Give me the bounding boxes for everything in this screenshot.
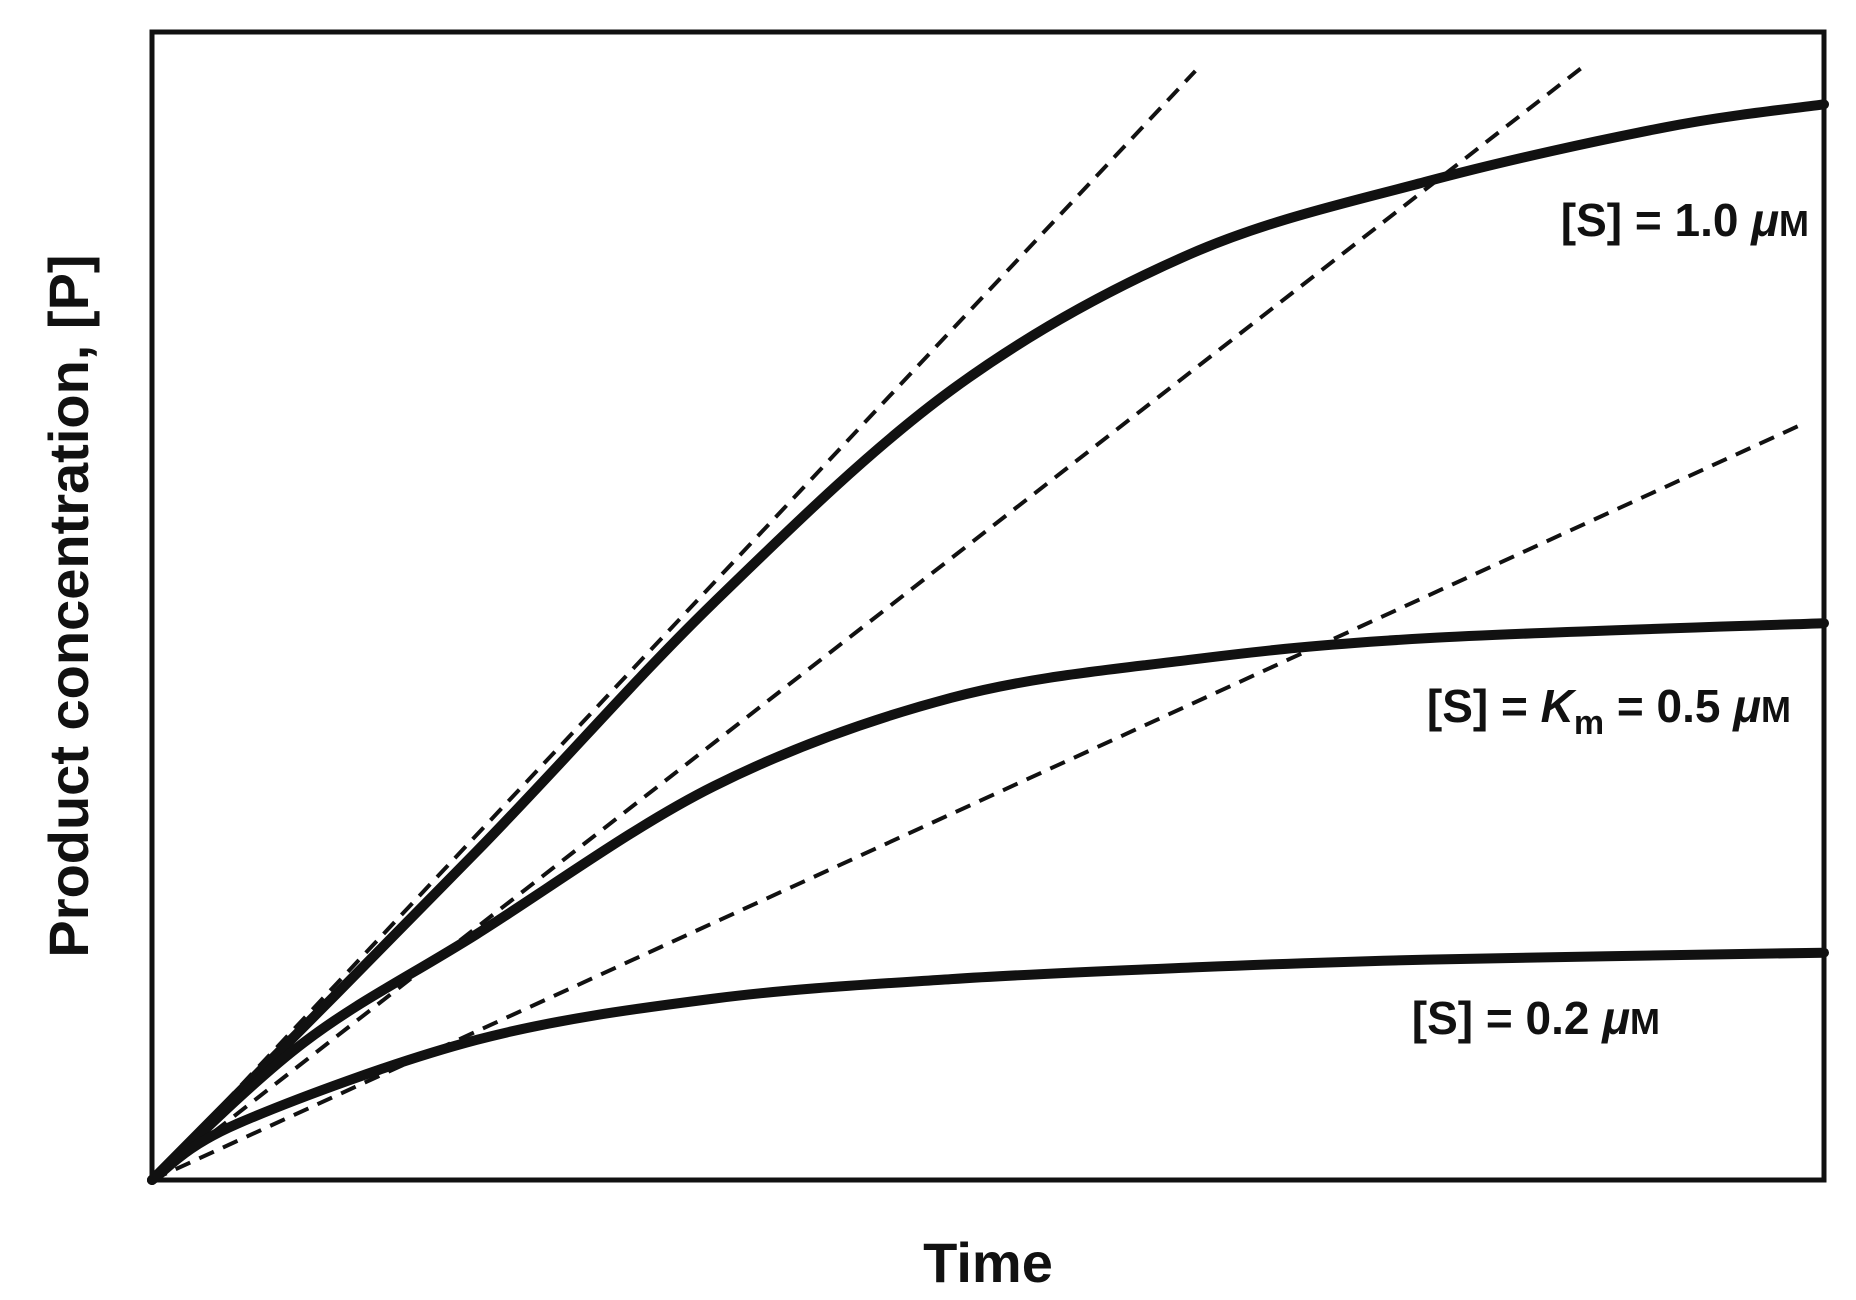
tangent-line-2 [150,63,1587,1182]
label-s-km-0-5: [S] = Km = 0.5 μM [1427,680,1791,742]
tangent-line-1 [150,69,1197,1182]
plot-frame [149,29,1827,1183]
y-axis-label: Product concentration, [P] [37,254,100,957]
curve-series-2 [147,618,1829,1185]
label-s-1-0: [S] = 1.0 μM [1561,194,1809,246]
curve-series-1 [147,99,1829,1185]
x-axis-label: Time [923,1231,1053,1294]
curve-series-3 [147,947,1829,1185]
progress-curves [147,99,1829,1185]
label-s-0-2: [S] = 0.2 μM [1412,992,1660,1044]
